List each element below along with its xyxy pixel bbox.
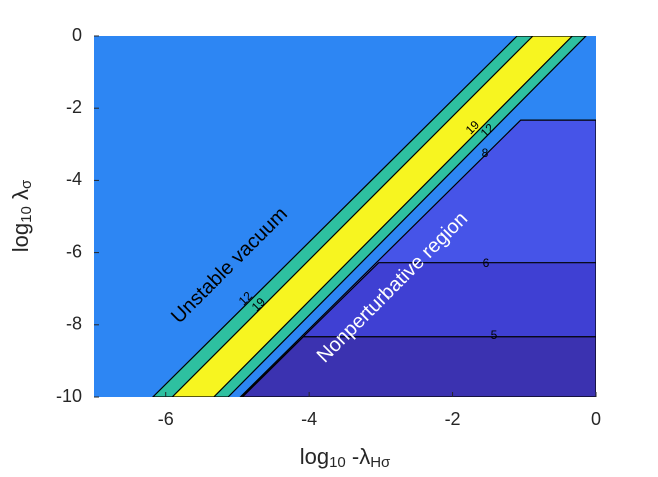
y-tick-label: -4 — [66, 169, 82, 189]
contour-label: 5 — [491, 328, 498, 342]
x-label-sub: Hσ — [370, 454, 391, 471]
contour-region — [171, 36, 574, 397]
x-tick-label: -6 — [158, 409, 174, 429]
y-tick-label: -6 — [66, 241, 82, 261]
x-tick-label: 0 — [591, 409, 601, 429]
contour-region — [241, 336, 596, 397]
y-tick-label: -10 — [56, 386, 82, 406]
contour-label: 6 — [483, 256, 490, 270]
y-label-sub: σ — [18, 179, 35, 189]
plot-area — [94, 36, 596, 397]
y-label-part: log — [8, 223, 33, 252]
x-tick-label: -2 — [445, 409, 461, 429]
x-tick-label: -4 — [301, 409, 317, 429]
y-label-part: λ — [8, 189, 33, 206]
x-axis-label: log10 -λHσ — [300, 444, 391, 471]
y-axis-label: log10 λσ — [8, 179, 35, 252]
x-label-part: log — [300, 444, 329, 469]
y-tick-label: -8 — [66, 314, 82, 334]
y-label-sub: 10 — [18, 206, 35, 223]
y-tick-label: 0 — [72, 25, 82, 45]
x-label-part: -λ — [346, 444, 370, 469]
y-tick-label: -2 — [66, 97, 82, 117]
contour-label: 8 — [482, 146, 489, 160]
x-label-sub: 10 — [329, 454, 346, 471]
